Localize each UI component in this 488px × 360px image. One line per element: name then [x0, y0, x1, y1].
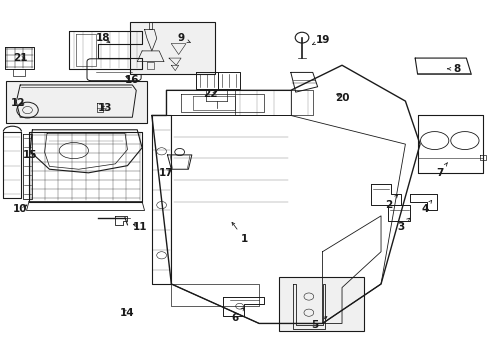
Text: 22: 22: [203, 89, 217, 99]
Text: 9: 9: [177, 33, 190, 43]
Text: 3: 3: [396, 218, 409, 231]
Bar: [5, 81, 147, 123]
Text: 11: 11: [132, 222, 146, 231]
Text: 20: 20: [334, 93, 348, 103]
Text: 19: 19: [312, 35, 329, 45]
Bar: [130, 22, 215, 74]
Text: 8: 8: [447, 64, 459, 74]
Text: 2: 2: [384, 195, 397, 210]
Text: 16: 16: [125, 75, 139, 85]
Text: 17: 17: [159, 168, 173, 178]
Text: 5: 5: [311, 317, 326, 330]
Text: 10: 10: [13, 204, 27, 214]
Text: 12: 12: [10, 98, 25, 108]
Bar: [278, 277, 363, 330]
Text: 18: 18: [96, 33, 110, 43]
Text: 13: 13: [98, 103, 113, 113]
Text: 7: 7: [435, 163, 447, 178]
Text: 14: 14: [120, 308, 135, 318]
Text: 15: 15: [22, 150, 37, 160]
Text: 21: 21: [13, 53, 27, 63]
Text: 6: 6: [231, 308, 244, 323]
Text: 4: 4: [420, 201, 431, 214]
Text: 1: 1: [232, 222, 247, 244]
